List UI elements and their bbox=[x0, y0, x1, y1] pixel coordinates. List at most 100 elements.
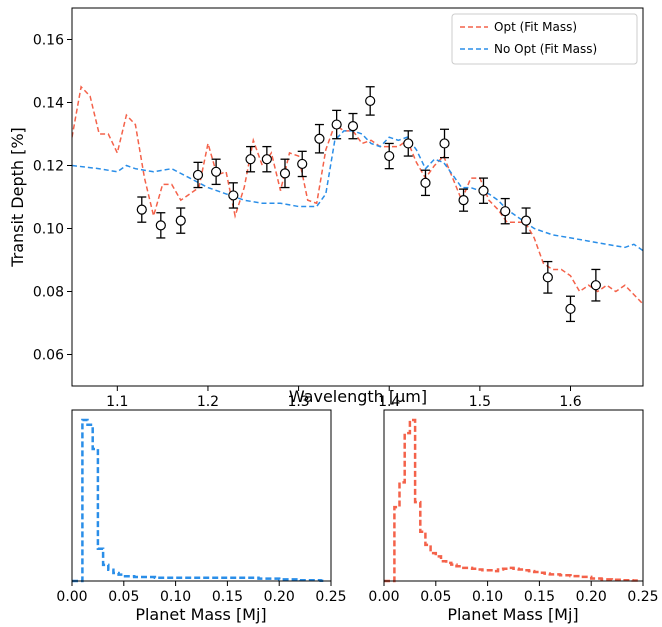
data-point bbox=[211, 158, 222, 186]
x-tick-label: 1.4 bbox=[378, 394, 400, 410]
data-marker bbox=[365, 95, 376, 107]
x-tick-label: 1.6 bbox=[559, 394, 581, 410]
data-marker bbox=[420, 177, 431, 188]
data-marker bbox=[478, 185, 489, 196]
data-point bbox=[314, 123, 325, 154]
x-tick-label: 0.20 bbox=[576, 589, 607, 605]
data-marker bbox=[228, 190, 239, 201]
legend-label-noopt: No Opt (Fit Mass) bbox=[494, 42, 597, 56]
x-tick-label: 0.10 bbox=[472, 589, 503, 605]
data-point bbox=[245, 145, 256, 173]
x-tick-label: 0.15 bbox=[212, 589, 243, 605]
data-marker bbox=[384, 150, 395, 162]
main-plot-frame bbox=[71, 7, 644, 387]
histogram-steps-no-opt bbox=[72, 418, 326, 583]
y-tick-label: 0.10 bbox=[33, 222, 64, 238]
data-marker bbox=[590, 280, 601, 291]
histogram-steps-opt bbox=[384, 418, 638, 583]
data-marker bbox=[565, 303, 576, 314]
x-tick-label: 1.2 bbox=[197, 394, 219, 410]
legend-label-opt: Opt (Fit Mass) bbox=[494, 20, 577, 34]
data-point bbox=[192, 161, 204, 189]
mass-histogram-opt: 0.00 0.05 0.10 0.15 0.20 0.25 Planet Mass [Mj… bbox=[368, 409, 659, 624]
data-point bbox=[365, 86, 376, 116]
data-marker bbox=[439, 138, 450, 149]
data-point bbox=[565, 295, 576, 323]
main-y-axis-label: Transit Depth [%] bbox=[8, 127, 27, 268]
legend: Opt (Fit Mass) No Opt (Fit Mass) bbox=[451, 13, 638, 65]
data-marker bbox=[458, 195, 469, 206]
x-tick-label: 0.05 bbox=[108, 589, 139, 605]
data-marker bbox=[500, 206, 511, 217]
data-marker bbox=[211, 166, 222, 177]
x-tick-label: 0.25 bbox=[627, 589, 658, 605]
data-point bbox=[420, 169, 431, 197]
x-tick-label: 0.05 bbox=[420, 589, 451, 605]
data-marker bbox=[542, 272, 553, 283]
x-tick-label: 0.10 bbox=[160, 589, 191, 605]
data-marker bbox=[403, 138, 414, 149]
data-point bbox=[590, 268, 601, 302]
observed-points bbox=[136, 86, 601, 323]
data-point bbox=[500, 197, 511, 225]
data-marker bbox=[155, 220, 166, 231]
data-point bbox=[384, 142, 395, 170]
data-marker bbox=[192, 169, 204, 181]
legend-box bbox=[451, 13, 638, 65]
data-marker bbox=[245, 154, 256, 165]
main-x-axis-label: Wavelength [μm] bbox=[289, 387, 427, 406]
left-hist-x-axis-label: Planet Mass [Mj] bbox=[135, 605, 266, 624]
left-hist-x-ticks: 0.00 0.05 0.10 0.15 0.20 0.25 bbox=[56, 581, 347, 605]
x-tick-label: 0.00 bbox=[368, 589, 399, 605]
x-tick-label: 0.00 bbox=[56, 589, 87, 605]
data-point bbox=[520, 207, 532, 234]
data-marker bbox=[347, 121, 359, 132]
left-hist-frame bbox=[71, 409, 332, 582]
main-y-ticks: 0.06 0.08 0.10 0.12 0.14 0.16 bbox=[33, 33, 72, 364]
data-marker bbox=[520, 215, 532, 226]
data-marker bbox=[279, 168, 291, 179]
right-hist-frame bbox=[383, 409, 644, 582]
y-tick-label: 0.06 bbox=[33, 348, 64, 364]
data-point bbox=[439, 128, 450, 159]
data-point bbox=[261, 145, 272, 173]
data-point bbox=[279, 158, 291, 189]
noopt-model-line bbox=[72, 130, 643, 252]
data-point bbox=[297, 150, 308, 178]
data-marker bbox=[331, 119, 342, 130]
x-tick-label: 1.5 bbox=[469, 394, 491, 410]
data-point bbox=[155, 212, 166, 239]
x-tick-label: 0.15 bbox=[524, 589, 555, 605]
x-tick-label: 1.3 bbox=[287, 394, 309, 410]
data-point bbox=[175, 207, 186, 234]
opt-model-line bbox=[72, 85, 643, 305]
data-marker bbox=[261, 154, 272, 165]
mass-histogram-no-opt: 0.00 0.05 0.10 0.15 0.20 0.25 Planet Mass [Mj… bbox=[56, 409, 347, 624]
data-marker bbox=[175, 215, 186, 226]
data-point bbox=[478, 177, 489, 204]
histogram-step-line bbox=[384, 418, 638, 583]
data-point bbox=[136, 196, 147, 223]
data-point bbox=[228, 182, 239, 209]
y-tick-label: 0.14 bbox=[33, 96, 64, 112]
y-tick-label: 0.08 bbox=[33, 285, 64, 301]
x-tick-label: 0.25 bbox=[315, 589, 346, 605]
x-tick-label: 0.20 bbox=[264, 589, 295, 605]
model-series bbox=[72, 85, 643, 305]
data-point bbox=[331, 109, 342, 140]
transit-depth-chart: 1.1 1.2 1.3 1.4 1.5 1.6 0.060.080.100.120.140… bbox=[8, 7, 644, 410]
y-tick-label: 0.12 bbox=[33, 159, 64, 175]
data-marker bbox=[314, 133, 325, 144]
right-hist-x-axis-label: Planet Mass [Mj] bbox=[447, 605, 578, 624]
right-hist-x-ticks: 0.00 0.05 0.10 0.15 0.20 0.25 bbox=[368, 581, 659, 605]
x-tick-label: 1.1 bbox=[106, 394, 128, 410]
data-marker bbox=[297, 158, 308, 170]
data-point bbox=[347, 112, 359, 140]
main-x-ticks: 1.1 1.2 1.3 1.4 1.5 1.6 bbox=[106, 386, 582, 410]
data-point bbox=[458, 188, 469, 212]
data-point bbox=[403, 130, 414, 157]
data-marker bbox=[136, 204, 147, 215]
y-tick-label: 0.16 bbox=[33, 33, 64, 49]
data-point bbox=[542, 260, 553, 294]
